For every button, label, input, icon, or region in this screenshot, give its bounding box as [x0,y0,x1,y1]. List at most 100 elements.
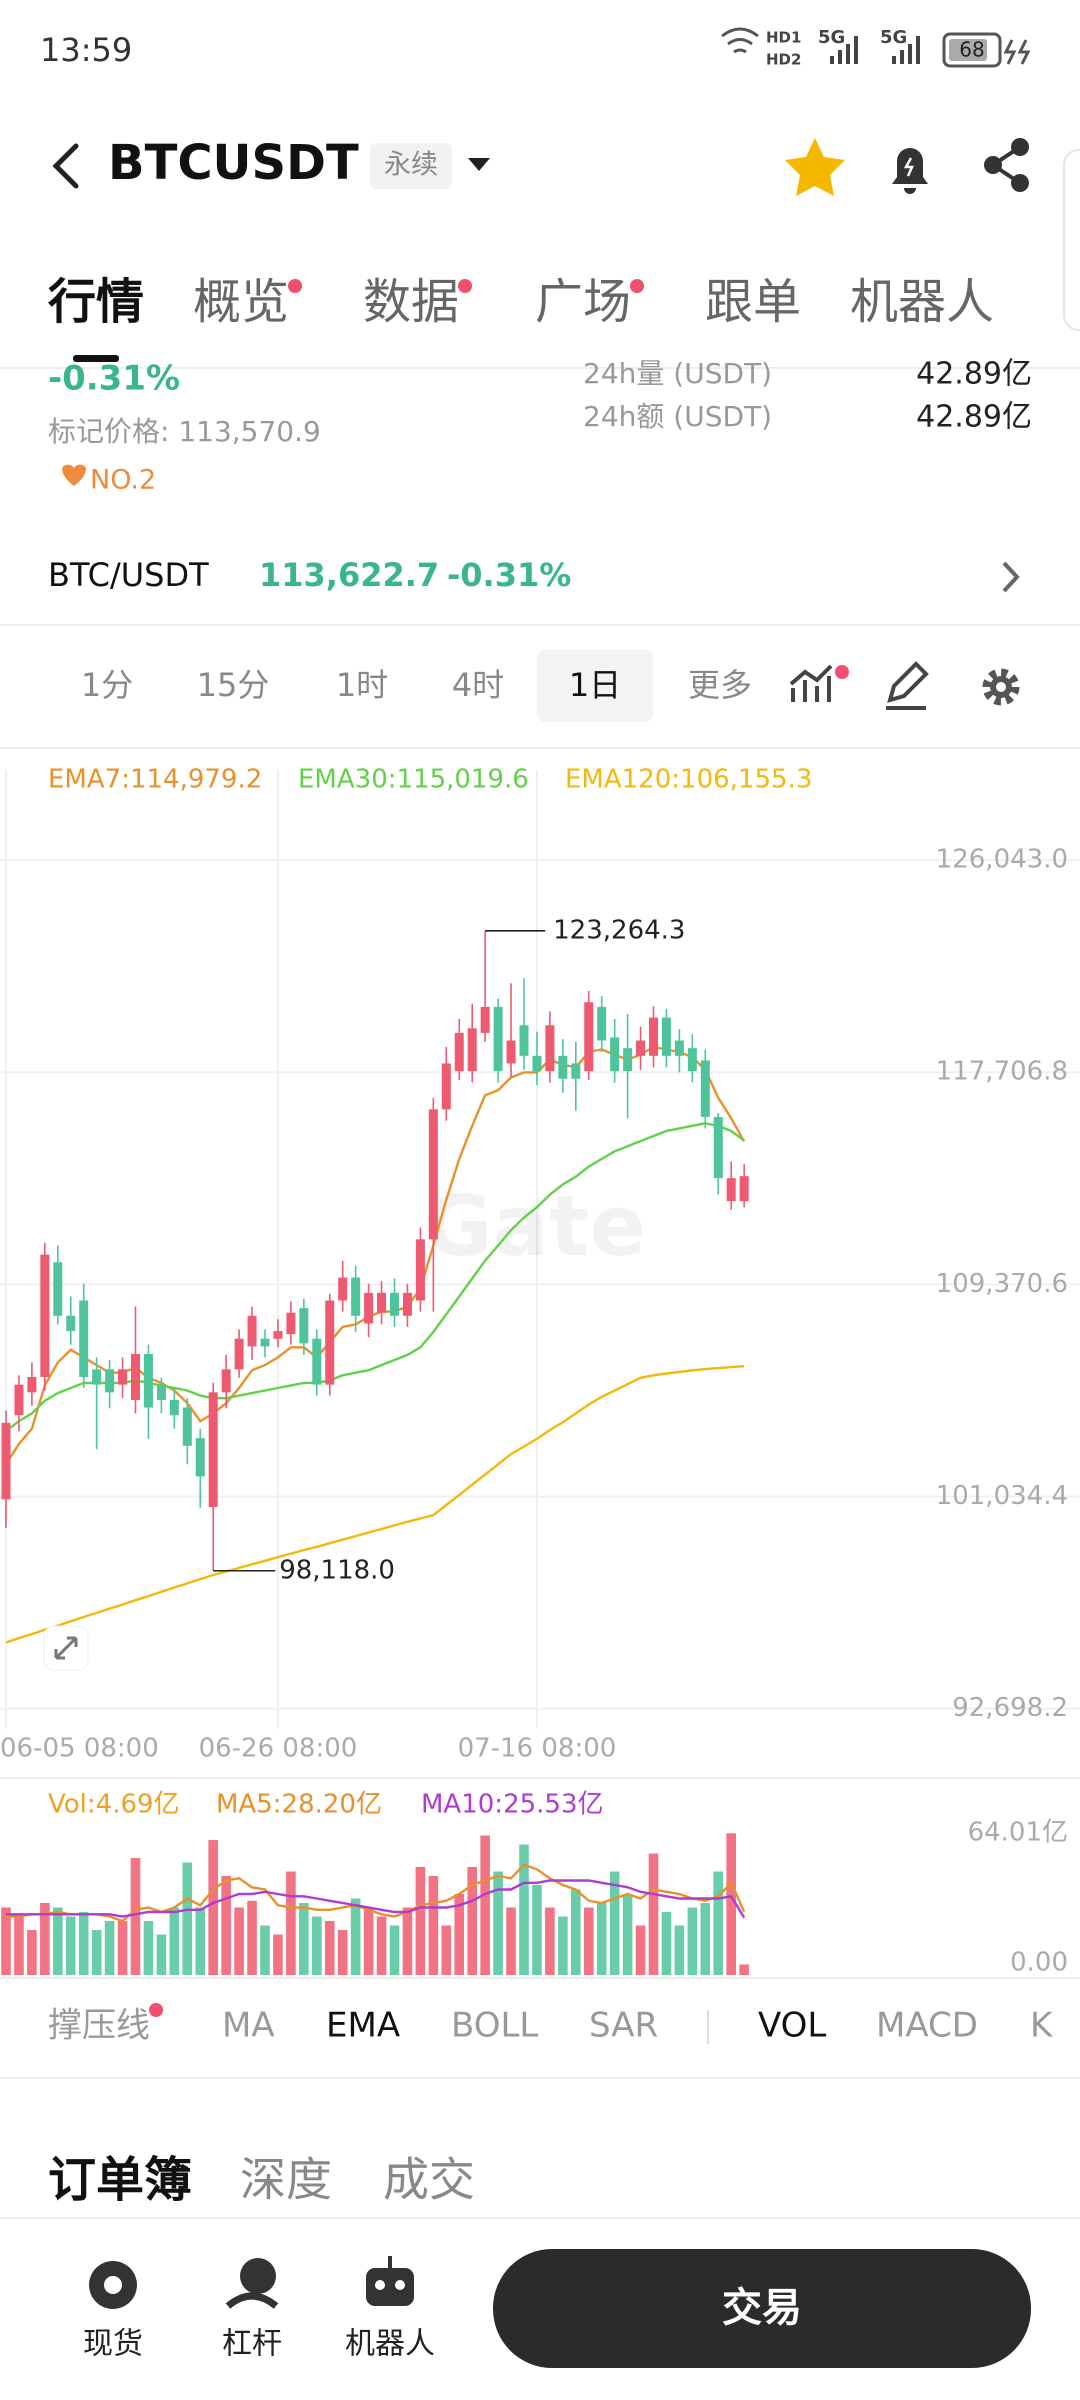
volume-chart: 64.01亿 0.00 [1,1818,1068,1978]
candle-body [156,1384,166,1400]
interval-label: 更多 [688,666,752,704]
watermark: Gate [424,1177,647,1275]
volume-bar [519,1844,529,1975]
candle-body [325,1300,335,1385]
volume-bar [221,1876,231,1975]
indicator-tab[interactable]: MACD [876,2006,978,2046]
book-tab[interactable]: 订单簿 [48,2152,192,2208]
volume-bar [545,1907,555,1975]
indicator-label: 撑压线 [48,2006,150,2046]
nav-label: 机器人 [345,2327,435,2362]
interval-tab[interactable]: 15分 [197,666,270,704]
tab[interactable]: 机器人 [850,274,994,330]
book-tab[interactable]: 深度 [240,2153,332,2207]
interval-tab[interactable]: 1时 [336,666,388,704]
gear-teeth [982,668,1020,706]
indicator-tab[interactable]: VOL [758,2006,826,2046]
candle-body [286,1312,296,1335]
candle-body [208,1392,218,1507]
volume-bar [40,1903,50,1975]
volume-bar [428,1876,439,1975]
share-link [989,145,1022,185]
tab[interactable]: 概览 [193,274,303,330]
symbol-dropdown[interactable] [468,158,490,171]
indicator-tabs: 撑压线 MA EMA BOLL SAR VOL MACD K [48,2003,1054,2046]
alert-bell-mark [903,157,914,177]
candle-body [493,1006,503,1072]
candle-body [53,1262,63,1316]
book-tab[interactable]: 成交 [383,2153,475,2207]
candle-body [390,1292,399,1316]
tab[interactable]: 广场 [535,274,645,330]
interval-tab[interactable]: 4时 [452,666,504,704]
margin-icon-base [225,2292,279,2309]
interval-tab[interactable]: 1日 [537,650,653,722]
nav-spot[interactable]: 现货 [83,2261,143,2362]
indicator-tab[interactable]: SAR [589,2006,658,2046]
indicator-tab[interactable]: K [1030,2006,1054,2046]
trade-button[interactable]: 交易 [493,2249,1031,2368]
share-button[interactable] [984,138,1029,192]
candle-body [260,1338,270,1347]
candle-body [726,1178,736,1202]
volume-bar [350,1898,361,1975]
volume-bar [622,1894,633,1975]
signal-icon [892,36,920,64]
network-label: 5G [818,27,845,48]
candle-body [532,1055,542,1072]
nav-label: 杠杆 [222,2327,282,2362]
pair-change: -0.31% [447,556,571,594]
tab[interactable]: 跟单 [705,274,801,330]
bot-eye [375,2280,385,2290]
indicator-tab[interactable]: BOLL [451,2006,538,2046]
indicator-settings[interactable] [789,664,833,702]
expand-button[interactable] [43,1625,89,1671]
indicator-tab[interactable]: EMA [326,2006,400,2046]
volume-bar [273,1934,283,1975]
candle-body [14,1384,24,1416]
back-button[interactable] [52,143,79,189]
favorite-star[interactable] [785,138,845,196]
candle-body [273,1331,283,1339]
notice-dot [630,279,645,293]
bot-icon [366,2268,414,2306]
volume-bar [143,1921,154,1975]
pair-row[interactable]: BTC/USDT 113,622.7 -0.31% [48,556,1020,594]
y-tick-label: 126,043.0 [936,845,1068,875]
rank-icon [62,464,86,486]
candle-body [40,1254,50,1377]
candle-body [441,1063,451,1110]
volume-bar [571,1889,581,1975]
nav-bot[interactable]: 机器人 [345,2256,435,2362]
chevron [1002,561,1020,593]
candle-body [506,1040,516,1064]
indicator-label: K [1030,2006,1054,2046]
draw-tool[interactable] [886,661,929,710]
chart-settings[interactable] [982,668,1020,706]
volume-bar [286,1871,296,1975]
volume-bar [687,1907,698,1975]
candle-body [649,1017,658,1056]
candle-body [1,1422,11,1500]
order-book-tabs: 订单簿 深度 成交 [48,2152,475,2208]
interval-tab[interactable]: 1分 [81,666,133,704]
indicator-tab[interactable]: MA [222,2006,275,2046]
volume-bar [376,1916,387,1975]
volume-bar [299,1903,309,1975]
nav-margin[interactable]: 杠杆 [222,2258,282,2362]
candle-body [364,1292,374,1324]
indicator-tab[interactable]: 撑压线 [48,2003,163,2046]
volume-bar [208,1840,218,1975]
indicator-label: SAR [589,2006,658,2046]
tab[interactable]: 数据 [363,274,473,330]
tab-label: 概览 [193,274,289,330]
trade-label: 交易 [722,2285,802,2331]
candle-body [27,1376,37,1393]
candle-body [338,1277,348,1301]
tab[interactable]: 行情 [48,274,144,362]
volume-bar [363,1907,374,1975]
interval-tab[interactable]: 更多 [688,666,752,704]
notice-dot [149,2003,163,2017]
charging-icon [1003,39,1017,65]
candle-body [700,1060,710,1117]
